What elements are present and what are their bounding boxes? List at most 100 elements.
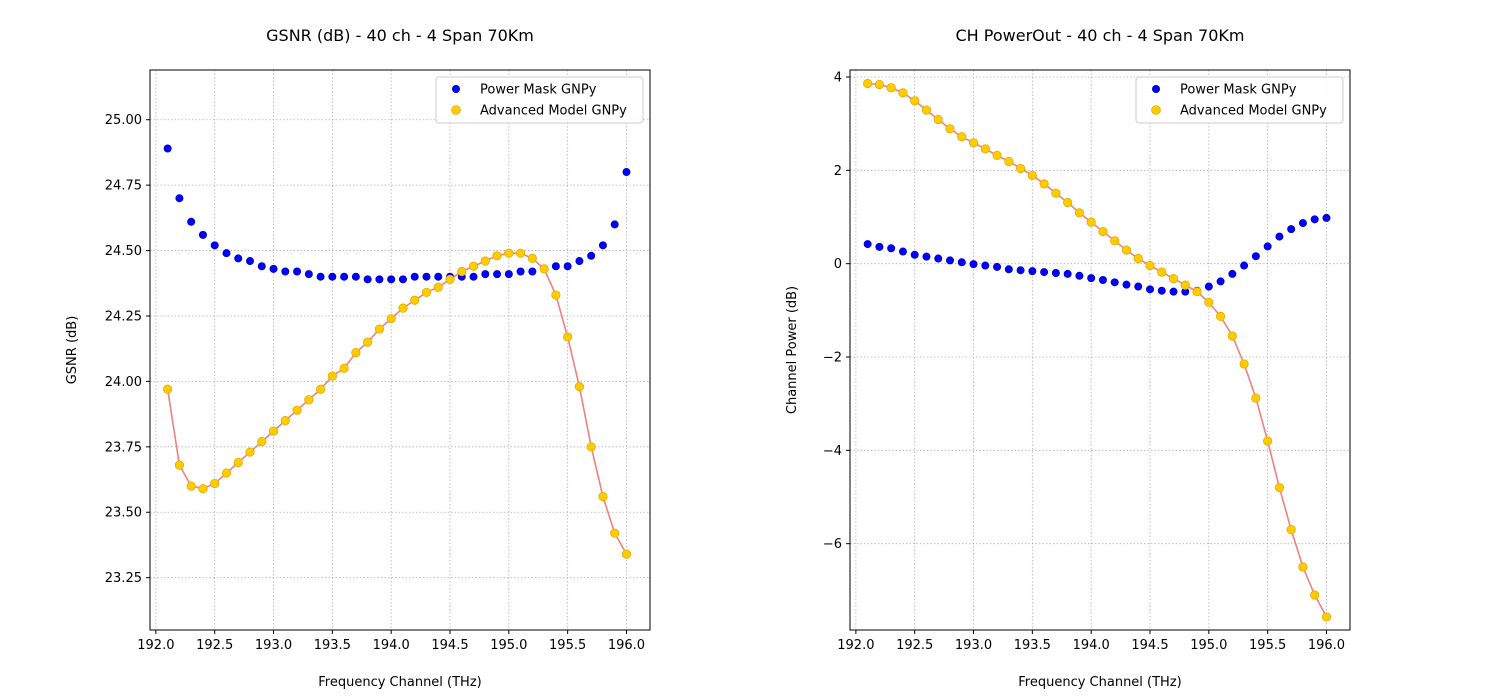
gsnr-series-power-mask-point — [410, 272, 419, 281]
gsnr-series-power-mask-point — [469, 272, 478, 281]
gsnr-series-advanced-model-point — [163, 384, 173, 394]
power-series-advanced-model-point — [957, 132, 967, 142]
power-series-advanced-model-point — [1263, 436, 1273, 446]
power-series-advanced-model-point — [1063, 197, 1073, 208]
power-lines — [867, 82, 1328, 618]
power-series-advanced-model-point — [886, 83, 896, 93]
gsnr-series-power-mask-point — [281, 267, 290, 276]
power-series-power-mask-point — [981, 261, 990, 270]
power-x-tick-label: 196.0 — [1308, 638, 1345, 653]
power-series-power-mask-point — [922, 252, 931, 261]
gsnr-series-advanced-model-point — [233, 457, 243, 468]
gsnr-series-advanced-model-point — [221, 468, 232, 478]
power-series-advanced-model-point — [1133, 253, 1143, 264]
gsnr-series-power-mask-point — [175, 194, 184, 203]
gsnr-legend-label: Power Mask GNPy — [480, 83, 597, 98]
gsnr-series-advanced-model-point — [515, 248, 526, 258]
power-grid — [850, 70, 1350, 630]
gsnr-series-advanced-model-point — [586, 442, 596, 452]
power-x-ticks: 192.0 192.5 193.0 193.5 194.0 194.5 195.0 195.5… — [837, 630, 1345, 653]
gsnr-series-advanced-model-point — [198, 484, 208, 494]
gsnr-series-power-mask-point — [587, 251, 596, 260]
gsnr-series-advanced-model-point — [315, 384, 326, 394]
power-chart-title: CH PowerOut - 40 ch - 4 Span 70Km — [956, 26, 1245, 45]
gsnr-series-advanced-model-point — [480, 256, 490, 266]
power-series-advanced-model-point — [1298, 562, 1308, 572]
gsnr-series-advanced-model-point — [563, 332, 573, 342]
power-x-axis-label: Frequency Channel (THz) — [1018, 675, 1181, 690]
power-legend-marker — [1152, 85, 1161, 94]
power-x-tick-label: 194.5 — [1131, 638, 1168, 653]
gsnr-series-power-mask-point — [528, 267, 537, 276]
gsnr-y-tick-label: 24.00 — [105, 375, 142, 390]
power-series-power-mask-point — [969, 260, 978, 269]
gsnr-x-axis-label: Frequency Channel (THz) — [318, 675, 481, 690]
gsnr-series-advanced-model-point — [468, 261, 479, 271]
power-series-advanced-model-point — [1157, 267, 1167, 277]
gsnr-lines — [166, 252, 628, 555]
gsnr-chart: GSNR (dB) - 40 ch - 4 Span 70Km Frequenc… — [65, 26, 651, 690]
gsnr-x-tick-label: 195.5 — [549, 638, 586, 653]
power-series-power-mask-point — [1040, 268, 1049, 277]
gsnr-series-advanced-model-point — [527, 253, 537, 264]
power-series-power-mask-point — [1310, 215, 1319, 224]
power-series-advanced-model-point — [1121, 245, 1132, 255]
gsnr-y-tick-label: 24.25 — [105, 309, 142, 324]
power-y-tick-label: −6 — [823, 537, 842, 552]
power-series-advanced-model-point — [1192, 287, 1202, 297]
gsnr-x-tick-label: 196.0 — [608, 638, 645, 653]
power-series-advanced-model-point — [863, 78, 873, 89]
power-series-power-mask-point — [910, 250, 919, 259]
power-series-advanced-model-point — [1015, 163, 1026, 174]
gsnr-series-power-mask-point — [434, 272, 443, 281]
gsnr-series-advanced-model-point — [374, 324, 385, 334]
gsnr-chart-title: GSNR (dB) - 40 ch - 4 Span 70Km — [266, 26, 534, 45]
power-y-ticks: −6 −4 −2 0 2 4 — [823, 71, 850, 552]
gsnr-series-advanced-model-point — [457, 266, 467, 277]
power-series-advanced-model-point — [1310, 590, 1320, 600]
gsnr-series-power-mask-point — [304, 270, 313, 279]
gsnr-series-advanced-model-point — [610, 528, 620, 538]
gsnr-series-power-mask-point — [563, 262, 572, 271]
power-x-tick-label: 192.0 — [837, 638, 874, 653]
power-series-advanced-model-point — [1039, 179, 1049, 189]
power-series-advanced-model-point — [1168, 273, 1179, 284]
power-series-power-mask-point — [993, 262, 1002, 271]
gsnr-series-advanced-model-point — [386, 313, 396, 324]
gsnr-series-advanced-model-point — [327, 371, 337, 381]
gsnr-series-power-mask-point — [293, 267, 302, 276]
gsnr-x-tick-label: 194.0 — [373, 638, 410, 653]
power-x-tick-label: 193.5 — [1014, 638, 1051, 653]
power-series-power-mask-point — [1063, 269, 1072, 278]
power-series-power-mask-point — [898, 247, 907, 256]
power-series-advanced-model-point — [1227, 331, 1237, 341]
gsnr-series-power-mask-point — [187, 217, 196, 226]
gsnr-y-tick-label: 23.50 — [105, 506, 142, 521]
power-series-advanced-model-point — [980, 144, 990, 154]
power-series-advanced-model-point — [1251, 393, 1261, 403]
power-series-advanced-model-point — [1204, 297, 1214, 307]
gsnr-series-power-mask-point — [340, 272, 349, 281]
gsnr-y-tick-label: 24.50 — [105, 244, 142, 259]
power-series-power-mask-point — [1134, 282, 1143, 291]
gsnr-series-power-mask-point — [222, 249, 231, 258]
power-points — [863, 78, 1332, 622]
gsnr-series-advanced-model-point — [598, 491, 608, 502]
gsnr-series-advanced-model-point — [551, 290, 561, 300]
gsnr-series-advanced-model-point — [363, 337, 373, 347]
power-x-tick-label: 195.5 — [1249, 638, 1286, 653]
gsnr-x-tick-label: 192.0 — [137, 638, 174, 653]
power-series-advanced-model-point — [874, 79, 885, 90]
power-series-power-mask-point — [1122, 280, 1131, 289]
gsnr-x-tick-label: 195.0 — [490, 638, 527, 653]
gsnr-series-power-mask-point — [257, 262, 266, 271]
power-y-tick-label: 2 — [834, 164, 842, 179]
gsnr-series-power-mask-point — [328, 272, 337, 281]
power-legend-marker — [1151, 105, 1161, 115]
power-legend-box — [1135, 76, 1344, 124]
power-series-advanced-model-line — [867, 82, 1328, 618]
power-series-advanced-model-point — [1286, 525, 1296, 535]
gsnr-series-advanced-model-point — [304, 395, 314, 405]
power-series-power-mask-point — [1051, 268, 1060, 277]
gsnr-points — [163, 144, 632, 559]
